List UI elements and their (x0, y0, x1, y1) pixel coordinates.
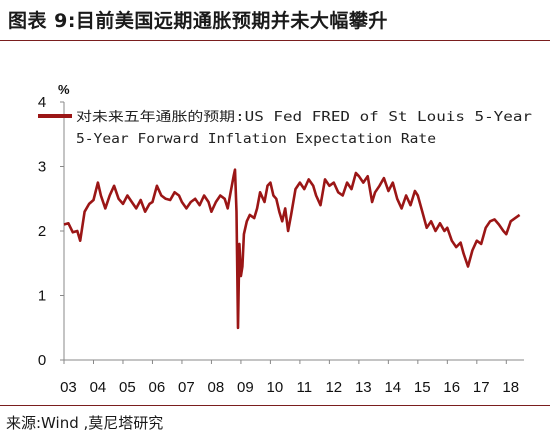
x-tick-label: 11 (297, 379, 313, 396)
x-tick-label: 04 (90, 379, 107, 396)
x-tick-label: 16 (443, 379, 460, 396)
x-tick-label: 06 (149, 379, 166, 396)
source-note: 来源:Wind ,莫尼塔研究 (6, 414, 164, 432)
title-bar: 图表 9:目前美国远期通胀预期并未大幅攀升 (0, 0, 550, 38)
x-tick-label: 05 (119, 379, 136, 396)
x-tick-label: 07 (178, 379, 195, 396)
footer-divider (0, 405, 550, 406)
x-tick-label: 15 (414, 379, 431, 396)
y-tick-label: 4 (38, 94, 46, 111)
y-tick-label: 0 (38, 352, 46, 369)
series-line (63, 168, 521, 330)
legend: 对未来五年通胀的预期:US Fed FRED of St Louis 5-Yea… (38, 109, 532, 147)
chart-axes (60, 101, 524, 364)
legend-label-line1: 对未来五年通胀的预期:US Fed FRED of St Louis 5-Yea… (76, 109, 532, 125)
x-tick-label: 13 (355, 379, 372, 396)
x-tick-label: 10 (266, 379, 283, 396)
y-tick-labels: 0 1 2 3 4 (38, 94, 46, 369)
x-tick-labels: 03 04 05 06 07 08 09 10 11 12 13 14 15 16 17 18 (60, 379, 519, 396)
x-tick-label: 17 (473, 379, 490, 396)
title-divider (0, 40, 550, 41)
y-tick-label: 1 (38, 288, 46, 305)
y-tick-label: 2 (38, 223, 46, 240)
x-tick-label: 08 (208, 379, 225, 396)
y-unit-label: % (58, 82, 70, 97)
legend-label-line2: 5-Year Forward Inflation Expectation Rat… (76, 132, 436, 147)
page-title: 图表 9:目前美国远期通胀预期并未大幅攀升 (8, 9, 388, 32)
x-tick-label: 14 (384, 379, 401, 396)
x-tick-label: 18 (502, 379, 519, 396)
x-tick-label: 12 (325, 379, 342, 396)
y-tick-label: 3 (38, 159, 46, 176)
x-tick-label: 09 (237, 379, 254, 396)
x-tick-label: 03 (60, 379, 77, 396)
